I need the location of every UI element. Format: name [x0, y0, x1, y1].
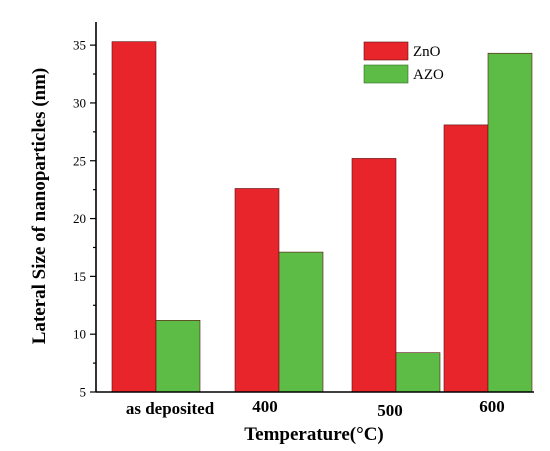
y-tick-label: 15: [73, 269, 86, 284]
x-tick-label: as deposited: [126, 399, 215, 418]
y-tick-label: 10: [73, 327, 86, 342]
y-tick-label: 5: [80, 385, 87, 400]
bar-azo-600: [488, 53, 532, 392]
legend: ZnO AZO: [364, 42, 444, 83]
legend-swatch-azo: [364, 65, 408, 83]
legend-label-zno: ZnO: [413, 44, 441, 60]
bar-zno-400: [235, 189, 279, 393]
bar-zno-as-deposited: [112, 42, 156, 392]
x-axis-title: Temperature(°C): [244, 424, 384, 445]
x-tick-label: 400: [252, 397, 278, 416]
y-tick-label: 25: [73, 153, 86, 168]
y-axis-title: Lateral Size of nanoparticles (nm): [29, 68, 50, 345]
y-tick-label: 20: [73, 211, 86, 226]
bar-zno-500: [352, 158, 396, 392]
y-tick-label: 35: [73, 38, 86, 53]
bars-layer: [112, 42, 532, 392]
bar-azo-as-deposited: [156, 320, 200, 392]
x-tick-label: 600: [479, 397, 505, 416]
y-tick-label: 30: [73, 95, 86, 110]
bar-zno-600: [444, 125, 488, 392]
x-ticks: as deposited 400 500 600: [126, 397, 505, 420]
bar-azo-400: [279, 252, 323, 392]
x-tick-label: 500: [377, 401, 403, 420]
legend-swatch-zno: [364, 42, 408, 60]
bar-azo-500: [396, 353, 440, 392]
y-ticks: 5 10 15 20 25 30 35: [73, 38, 96, 400]
legend-label-azo: AZO: [413, 67, 444, 83]
